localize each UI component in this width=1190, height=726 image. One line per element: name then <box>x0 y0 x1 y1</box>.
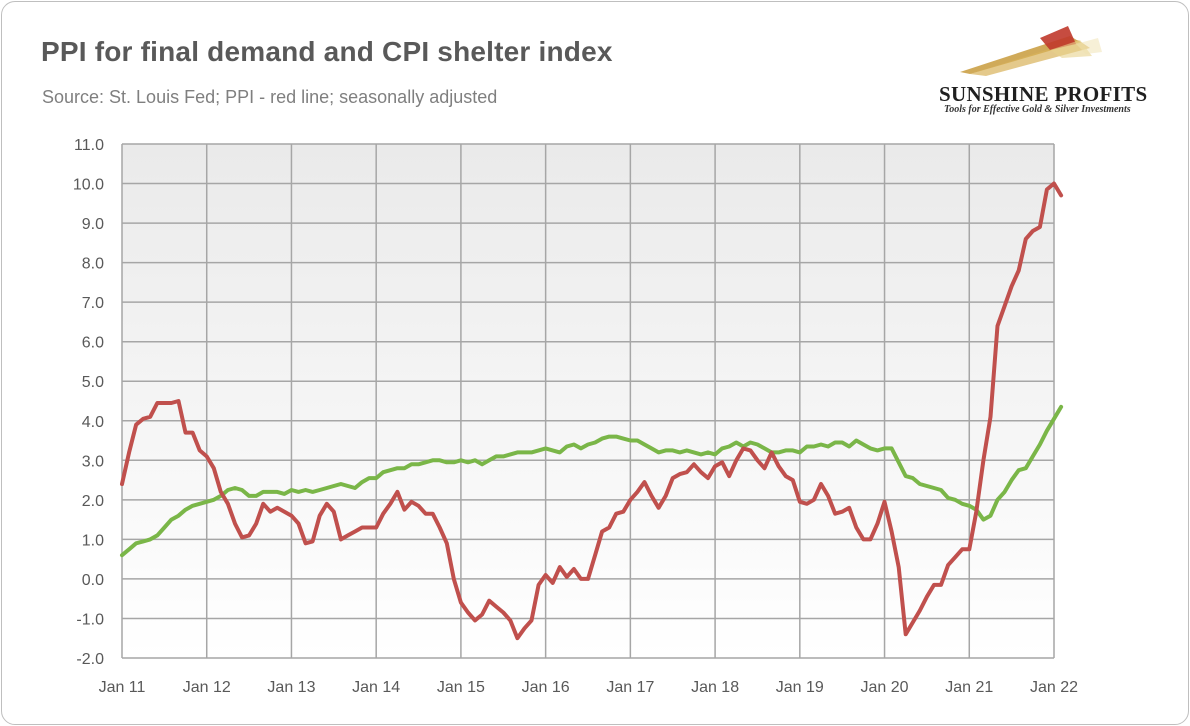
y-tick-label: 5.0 <box>82 374 104 391</box>
y-tick-label: 1.0 <box>82 532 104 549</box>
x-tick-label: Jan 12 <box>183 679 231 696</box>
vertical-gridlines <box>121 144 1055 658</box>
x-tick-label: Jan 15 <box>437 679 485 696</box>
ppi-series-line <box>120 181 1064 641</box>
cpi-shelter-series-line <box>120 404 1064 558</box>
x-tick-label: Jan 16 <box>522 679 570 696</box>
y-tick-label: 0.0 <box>82 572 104 589</box>
x-tick-label: Jan 21 <box>945 679 993 696</box>
y-tick-label: -2.0 <box>76 651 104 668</box>
y-tick-label: 2.0 <box>82 493 104 510</box>
y-tick-label: 3.0 <box>82 453 104 470</box>
y-tick-label: 9.0 <box>82 216 104 233</box>
logo-tagline: Tools for Effective Gold & Silver Invest… <box>944 104 1131 115</box>
series-lines <box>120 181 1064 641</box>
y-tick-label: 7.0 <box>82 295 104 312</box>
y-tick-label: 6.0 <box>82 335 104 352</box>
chart-title: PPI for final demand and CPI shelter ind… <box>41 36 613 67</box>
sunshine-profits-logo-mark <box>960 26 1102 76</box>
x-tick-label: Jan 18 <box>691 679 739 696</box>
chart-subtitle: Source: St. Louis Fed; PPI - red line; s… <box>42 87 498 107</box>
y-tick-label: 8.0 <box>82 256 104 273</box>
y-tick-label: -1.0 <box>76 611 104 628</box>
x-tick-label: Jan 19 <box>776 679 824 696</box>
x-tick-label: Jan 22 <box>1030 679 1078 696</box>
x-tick-label: Jan 17 <box>606 679 654 696</box>
x-tick-label: Jan 20 <box>861 679 909 696</box>
x-tick-label: Jan 14 <box>352 679 400 696</box>
y-tick-label: 10.0 <box>73 177 104 194</box>
x-tick-label: Jan 13 <box>267 679 315 696</box>
x-axis-tick-labels: Jan 11 Jan 12 Jan 13 Jan 14 Jan 15 Jan 16 Jan … <box>99 679 1079 696</box>
y-axis-tick-labels: 11.0 10.0 9.0 8.0 7.0 6.0 5.0 4.0 3.0 2.0 1.0 0.0 -1… <box>73 137 104 668</box>
logo-name: SUNSHINE PROFITS <box>939 82 1148 106</box>
x-tick-label: Jan 11 <box>99 679 146 696</box>
y-tick-label: 11.0 <box>74 137 104 154</box>
y-tick-label: 4.0 <box>82 414 104 431</box>
